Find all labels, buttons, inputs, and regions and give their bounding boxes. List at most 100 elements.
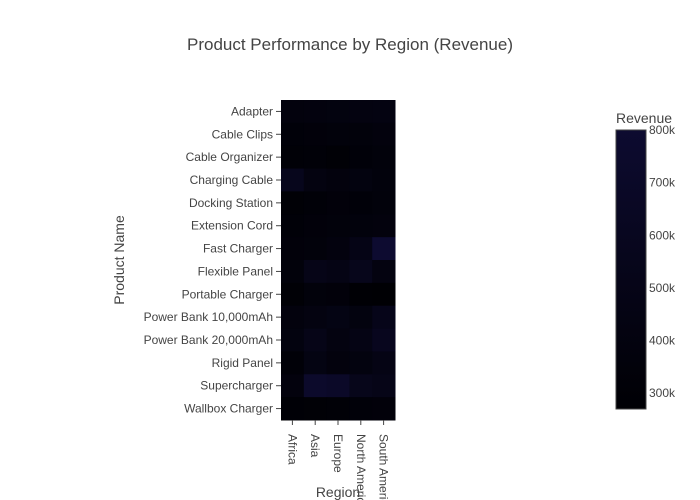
heatmap-cell — [303, 122, 328, 147]
y-tick-label: Charging Cable — [190, 173, 274, 187]
heatmap-cell — [326, 397, 350, 421]
heatmap-cell — [303, 100, 328, 124]
heatmap-cell — [281, 214, 305, 238]
colorbar-tick-label: 800k — [649, 123, 676, 137]
colorbar-tick-label: 300k — [649, 386, 676, 400]
x-axis-ticks: Africa Asia Europe North America South Ameri… — [285, 420, 391, 500]
heatmap-cell — [303, 260, 328, 284]
heatmap-cell — [372, 374, 396, 398]
heatmap-cell — [326, 282, 350, 307]
y-tick-label: Wallbox Charger — [184, 402, 273, 416]
heatmap-cell — [326, 328, 350, 352]
heatmap-cell — [372, 282, 396, 307]
heatmap-cell — [281, 237, 305, 261]
heatmap-cell — [372, 328, 396, 352]
heatmap-cell — [349, 100, 373, 124]
y-axis-ticks: Adapter Cable Clips Cable Organizer Chargin… — [144, 104, 281, 416]
y-tick-label: Supercharger — [200, 379, 273, 393]
heatmap-cell — [372, 100, 396, 124]
x-tick-label: Asia — [308, 434, 322, 458]
y-tick-label: Adapter — [231, 104, 273, 118]
heatmap-cell — [349, 122, 373, 147]
heatmap-cell — [349, 168, 373, 192]
heatmap-cell — [303, 374, 328, 398]
heatmap-cell — [303, 282, 328, 307]
heatmap-cell — [326, 191, 350, 215]
heatmap-cell — [281, 374, 305, 398]
y-tick-label: Portable Charger — [182, 287, 273, 301]
colorbar — [615, 129, 647, 410]
heatmap-cell — [372, 191, 396, 215]
heatmap-cell — [326, 237, 350, 261]
y-tick-label: Extension Cord — [191, 219, 273, 233]
x-tick-label: Africa — [285, 434, 299, 465]
heatmap-cell — [281, 145, 305, 170]
colorbar-ticks: 300k 400k 500k 600k 700k 800k — [649, 123, 676, 400]
heatmap-cell — [326, 351, 350, 375]
heatmap-cell — [303, 351, 328, 375]
heatmap-cell — [281, 351, 305, 375]
heatmap-cell — [326, 305, 350, 330]
y-tick-label: Cable Clips — [212, 127, 273, 141]
chart-title: Product Performance by Region (Revenue) — [187, 35, 513, 54]
colorbar-title: Revenue — [616, 110, 672, 126]
heatmap-cell — [281, 122, 305, 147]
heatmap-cell — [281, 260, 305, 284]
heatmap-cells — [281, 100, 396, 421]
heatmap-cell — [303, 328, 328, 352]
heatmap-cell — [326, 214, 350, 238]
heatmap-cell — [303, 168, 328, 192]
y-tick-label: Power Bank 20,000mAh — [144, 333, 273, 347]
heatmap-cell — [326, 145, 350, 170]
x-tick-label: South America — [377, 434, 391, 500]
heatmap-cell — [281, 191, 305, 215]
heatmap-cell — [349, 397, 373, 421]
heatmap-cell — [281, 282, 305, 307]
heatmap-cell — [349, 260, 373, 284]
heatmap-cell — [326, 260, 350, 284]
heatmap-cell — [303, 237, 328, 261]
colorbar-tick-label: 700k — [649, 176, 676, 190]
heatmap-cell — [281, 168, 305, 192]
heatmap-cell — [372, 122, 396, 147]
x-axis-title: Region — [316, 484, 360, 500]
heatmap-cell — [372, 237, 396, 261]
y-tick-label: Docking Station — [189, 196, 273, 210]
x-tick-label: North America — [354, 434, 368, 500]
heatmap-cell — [281, 397, 305, 421]
heatmap-cell — [349, 214, 373, 238]
heatmap-cell — [326, 100, 350, 124]
heatmap-cell — [349, 237, 373, 261]
x-tick-label: Europe — [331, 434, 345, 473]
heatmap-cell — [349, 305, 373, 330]
heatmap-cell — [303, 145, 328, 170]
colorbar-tick-label: 400k — [649, 334, 676, 348]
heatmap-cell — [372, 168, 396, 192]
heatmap-cell — [349, 191, 373, 215]
heatmap-cell — [372, 351, 396, 375]
heatmap-cell — [303, 305, 328, 330]
heatmap-cell — [349, 351, 373, 375]
heatmap-cell — [372, 305, 396, 330]
y-axis-title: Product Name — [111, 215, 127, 305]
heatmap-cell — [303, 191, 328, 215]
heatmap-cell — [349, 374, 373, 398]
heatmap-cell — [326, 122, 350, 147]
heatmap-cell — [303, 214, 328, 238]
y-tick-label: Flexible Panel — [198, 264, 273, 278]
y-tick-label: Power Bank 10,000mAh — [144, 310, 273, 324]
heatmap-cell — [349, 145, 373, 170]
heatmap-cell — [372, 214, 396, 238]
colorbar-tick-label: 500k — [649, 281, 676, 295]
y-tick-label: Cable Organizer — [186, 150, 273, 164]
heatmap-cell — [372, 397, 396, 421]
heatmap-cell — [326, 374, 350, 398]
heatmap-cell — [281, 100, 305, 124]
y-tick-label: Rigid Panel — [212, 356, 273, 370]
heatmap-cell — [303, 397, 328, 421]
heatmap-cell — [281, 305, 305, 330]
heatmap-cell — [349, 328, 373, 352]
colorbar-tick-label: 600k — [649, 228, 676, 242]
y-tick-label: Fast Charger — [203, 242, 273, 256]
